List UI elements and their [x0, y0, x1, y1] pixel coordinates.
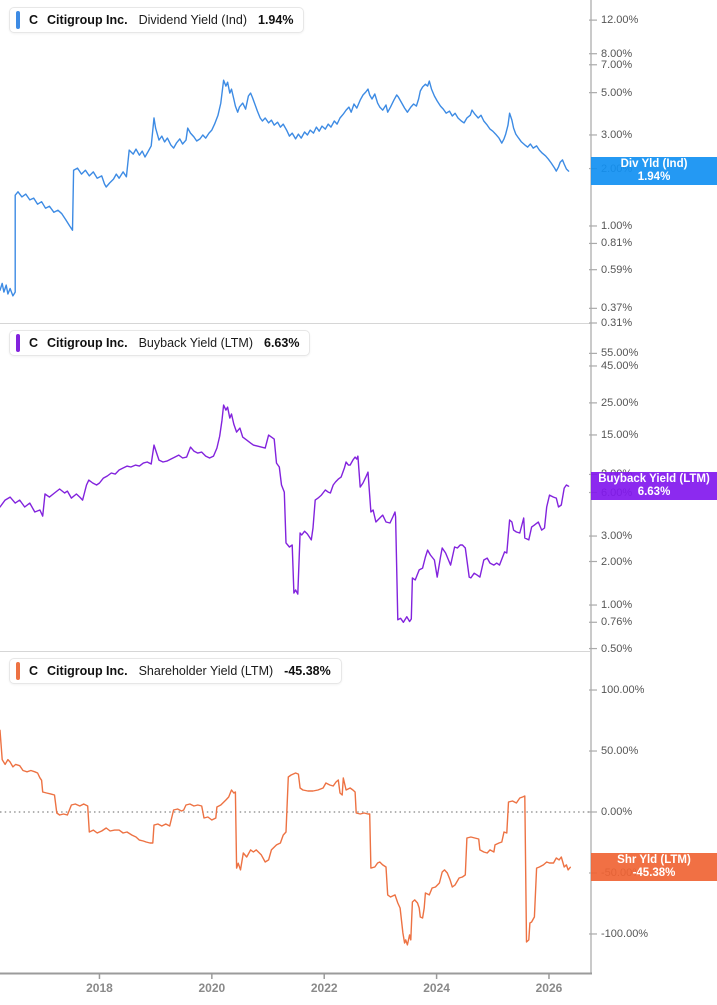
y-axis-tick-label: 0.76%	[601, 616, 633, 629]
series-line-1[interactable]	[0, 404, 570, 623]
metric-name: Shareholder Yield (LTM)	[138, 664, 274, 678]
y-axis-tick-label: 50.00%	[601, 745, 639, 757]
y-axis-tick-label: 0.59%	[601, 263, 633, 276]
y-axis-tick-label: 55.00%	[601, 347, 639, 360]
last-value-name: Div Yld (Ind)	[620, 158, 688, 171]
x-axis-year-label: 2024	[423, 981, 450, 995]
y-axis-tick-label: 15.00%	[601, 428, 639, 441]
ticker-symbol: C	[29, 336, 39, 350]
last-value-label-shareholder-yield: Shr Yld (LTM) -45.38%	[591, 853, 717, 882]
y-axis-tick-label: 0.81%	[601, 237, 633, 250]
y-axis-tick-label: 5.00%	[601, 86, 633, 99]
company-name: Citigroup Inc.	[47, 13, 128, 27]
last-value-number: 1.94%	[637, 171, 671, 184]
y-axis-tick-label: 25.00%	[601, 396, 639, 409]
y-axis-tick-label: 100.00%	[601, 684, 645, 697]
y-axis-tick-label: 0.37%	[601, 302, 633, 315]
ticker-symbol: C	[29, 664, 39, 678]
legend-dividend-yield[interactable]: C Citigroup Inc. Dividend Yield (Ind) 1.…	[9, 7, 305, 33]
company-name: Citigroup Inc.	[47, 336, 128, 350]
ticker-symbol: C	[29, 13, 39, 27]
x-axis-year-label: 2018	[86, 981, 113, 995]
series-line-2[interactable]	[0, 729, 571, 946]
y-axis-tick-label: 8.00%	[601, 47, 633, 60]
last-value-label-dividend-yield: Div Yld (Ind) 1.94%	[591, 157, 717, 186]
last-value-name: Buyback Yield (LTM)	[598, 473, 710, 486]
y-axis-tick-label: 3.00%	[601, 128, 633, 141]
series-color-bar	[16, 11, 20, 29]
last-value-label-buyback-yield: Buyback Yield (LTM) 6.63%	[591, 472, 717, 501]
legend-shareholder-yield[interactable]: C Citigroup Inc. Shareholder Yield (LTM)…	[9, 658, 342, 684]
y-axis-tick-label: 2.00%	[601, 555, 633, 568]
x-axis-year-label: 2022	[310, 981, 338, 995]
legend-buyback-yield[interactable]: C Citigroup Inc. Buyback Yield (LTM) 6.6…	[9, 330, 311, 356]
company-name: Citigroup Inc.	[47, 664, 128, 678]
y-axis-tick-label: 1.00%	[601, 599, 633, 612]
x-axis-year-label: 2026	[535, 981, 563, 995]
y-axis-tick-label: -100.00%	[601, 927, 649, 940]
metric-value: 1.94%	[258, 13, 294, 27]
series-color-bar	[16, 334, 20, 352]
x-axis-year-label: 2020	[198, 981, 226, 995]
series-color-bar	[16, 662, 20, 680]
last-value-name: Shr Yld (LTM)	[617, 854, 691, 867]
metric-value: -45.38%	[284, 664, 331, 678]
y-axis-tick-label: 45.00%	[601, 359, 639, 372]
y-axis-tick-label: 7.00%	[601, 58, 633, 71]
y-axis-tick-label: 0.00%	[601, 806, 633, 818]
last-value-number: 6.63%	[637, 486, 671, 499]
metric-value: 6.63%	[264, 336, 300, 350]
y-axis-tick-label: 1.00%	[601, 219, 633, 232]
y-axis-tick-label: 3.00%	[601, 530, 633, 543]
y-axis-tick-label: 0.50%	[601, 642, 633, 655]
metric-name: Buyback Yield (LTM)	[138, 336, 253, 350]
last-value-number: -45.38%	[632, 867, 676, 880]
y-axis-tick-label: 0.31%	[601, 317, 633, 329]
metric-name: Dividend Yield (Ind)	[138, 13, 247, 27]
series-line-0[interactable]	[0, 79, 570, 297]
y-axis-tick-label: 12.00%	[601, 14, 639, 27]
